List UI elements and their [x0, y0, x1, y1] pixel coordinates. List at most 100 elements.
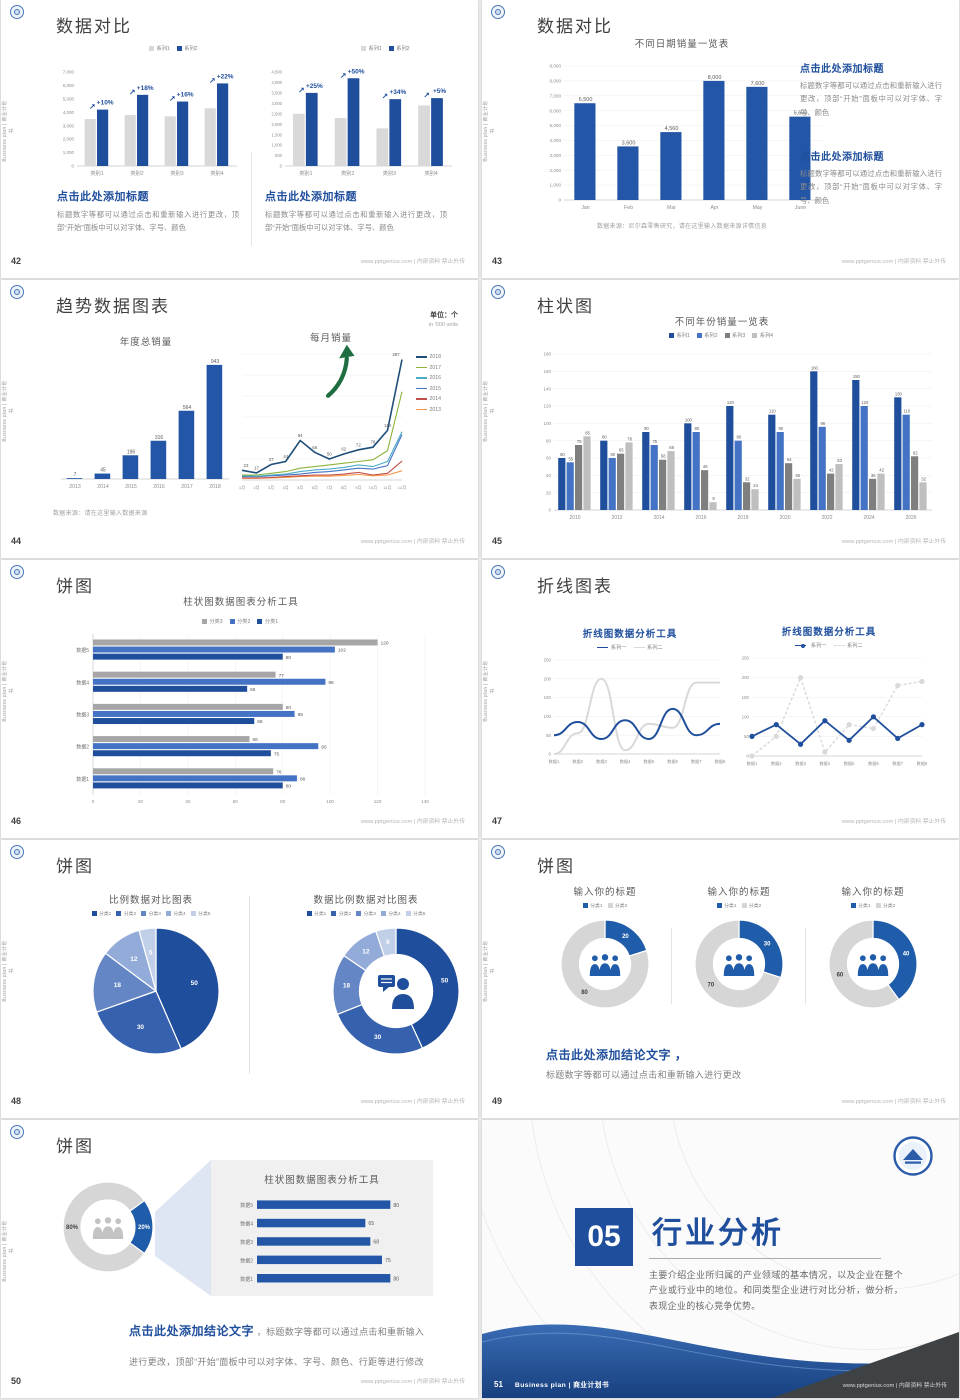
svg-text:78: 78: [627, 436, 632, 441]
svg-text:80: 80: [602, 435, 607, 440]
brand-text: Business plan | 商业计划书: [514, 1382, 610, 1389]
page-number: 50: [11, 1376, 22, 1386]
title-underline: [649, 1258, 881, 1259]
brand-logo-icon: [491, 845, 505, 859]
slide-50: Business plan | 商业计划书 饼图 20% 80% 柱状图数据图表分…: [1, 1120, 478, 1398]
chart-legend: 分类1 分类2: [813, 902, 933, 909]
divider: [249, 896, 250, 1074]
svg-text:100: 100: [543, 421, 551, 426]
svg-text:4,500: 4,500: [272, 70, 283, 75]
chart-title: 折线图数据分析工具: [781, 627, 877, 638]
chart-title: 输入你的标题: [841, 887, 905, 898]
sidebar-vertical-text: Business plan | 商业计划书: [2, 100, 15, 162]
wave-decoration: [482, 1324, 959, 1398]
svg-text:58: 58: [661, 454, 666, 459]
svg-text:60: 60: [560, 452, 565, 457]
chart-title: 输入你的标题: [573, 887, 637, 898]
chart-legend: 分类1 分类2: [679, 902, 799, 909]
brand-logo-icon: [10, 285, 24, 299]
page-title: 饼图: [56, 1137, 94, 1156]
conclusion-body: ，标题数字等都可以通过点击和重新输入进行更改，顶部“开始”面板中可以对字体、字号…: [129, 1327, 425, 1368]
page-number: 48: [11, 1096, 22, 1106]
sidebar-vertical-text: Business plan | 商业计划书: [2, 380, 15, 442]
page-number: 49: [492, 1096, 503, 1106]
svg-text:数据8: 数据8: [715, 758, 726, 765]
svg-text:数据7: 数据7: [892, 760, 903, 767]
svg-text:8,000: 8,000: [708, 75, 722, 81]
svg-text:3,600: 3,600: [622, 140, 636, 146]
sidebar-vertical-text: Business plan | 商业计划书: [2, 1220, 15, 1282]
bar-chart-right: 0 500 1,000 1,500 2,000 2,500 3,000 3,500 4,000 4…: [259, 56, 456, 178]
svg-text:120: 120: [381, 641, 389, 647]
svg-text:100: 100: [326, 799, 334, 804]
svg-text:45: 45: [100, 468, 106, 474]
svg-text:80: 80: [581, 990, 588, 996]
svg-text:500: 500: [275, 153, 283, 158]
svg-text:65: 65: [250, 687, 256, 693]
donut-chart: 40 60: [827, 918, 919, 1010]
svg-text:9,000: 9,000: [550, 64, 562, 69]
page-number: 44: [11, 536, 22, 546]
chart-title: 比例数据对比图表: [108, 895, 193, 906]
svg-text:8月: 8月: [341, 485, 347, 490]
svg-text:0: 0: [280, 164, 283, 169]
slide-footer: www.pptgenius.com | 内部资料 禁止外传: [841, 1099, 946, 1105]
slide-footer: www.pptgenius.com | 内部资料 禁止外传: [841, 259, 946, 265]
svg-text:80: 80: [393, 1203, 399, 1209]
conclusion-body: 标题数字等都可以通过点击和重新输入进行更改: [546, 1070, 742, 1080]
svg-text:66: 66: [312, 445, 317, 450]
section-title: 行业分析: [652, 1217, 784, 1250]
svg-text:5,000: 5,000: [63, 96, 75, 101]
unit-subtext: in '000 units: [428, 322, 458, 328]
svg-text:数据3: 数据3: [795, 760, 806, 767]
chart-title: 数据比例数据对比图表: [313, 895, 419, 906]
svg-text:+16%: +16%: [177, 92, 194, 99]
svg-text:75: 75: [652, 439, 657, 444]
svg-text:7月: 7月: [326, 485, 332, 490]
svg-text:7,000: 7,000: [550, 93, 562, 98]
svg-text:↗: ↗: [129, 88, 136, 97]
slide-footer: www.pptgenius.com | 内部资料 禁止外传: [360, 259, 465, 265]
svg-text:18: 18: [343, 983, 351, 990]
svg-text:数据5: 数据5: [76, 647, 89, 654]
smooth-line-chart: 0 50 100 150 200 250 数据1 数据2 数据3 数据4 数据5 数据6 数据7 数据8: [534, 654, 726, 766]
chart-title: 每月销量: [309, 333, 352, 344]
svg-text:80: 80: [286, 655, 292, 661]
svg-text:20: 20: [622, 934, 629, 940]
svg-text:2026: 2026: [905, 515, 916, 521]
marker-line-chart: 0 50 100 150 200 250 数据1 数据2 数据3 数据4 数据5 数据6 数据7 数据8: [732, 652, 928, 768]
chart-legend: 分类1 分类2 分类3 分类4 分类5: [56, 910, 246, 917]
svg-text:80: 80: [736, 435, 741, 440]
svg-text:32: 32: [921, 476, 926, 481]
svg-text:50: 50: [744, 734, 749, 739]
svg-text:55: 55: [568, 456, 573, 461]
svg-text:75: 75: [274, 751, 280, 757]
chart-panel: [211, 1160, 433, 1296]
page-title: 饼图: [56, 857, 94, 876]
svg-text:数据1: 数据1: [549, 758, 560, 765]
divider: [251, 152, 252, 246]
svg-text:80: 80: [280, 799, 286, 804]
svg-text:102: 102: [338, 648, 346, 654]
page-number: 43: [492, 256, 503, 266]
svg-text:86: 86: [300, 777, 306, 783]
svg-text:↗: ↗: [209, 76, 216, 85]
svg-text:78: 78: [370, 440, 375, 445]
svg-text:120: 120: [543, 404, 551, 409]
section-number-badge: 05: [575, 1208, 633, 1266]
svg-text:40: 40: [185, 799, 191, 804]
svg-text:150: 150: [742, 695, 750, 700]
block-heading: 点击此处添加标题: [800, 64, 884, 75]
slide-footer: www.pptgenius.com | 内部资料 禁止外传: [841, 539, 946, 545]
svg-text:0: 0: [558, 198, 561, 203]
page-number: 47: [492, 816, 503, 826]
svg-text:90: 90: [694, 426, 699, 431]
svg-text:316: 316: [155, 435, 164, 441]
donut-chart: 30 70: [693, 918, 785, 1010]
svg-text:0: 0: [92, 799, 95, 804]
svg-text:数据1: 数据1: [747, 760, 758, 767]
svg-text:12: 12: [362, 948, 370, 955]
conclusion-text: 点击此处添加结论文字 ，标题数字等都可以通过点击和重新输入进行更改，顶部“开始”…: [129, 1316, 431, 1377]
data-source-note: 数据来源：尼尔森零售研究，请在这里输入数据来源详情信息: [596, 224, 768, 230]
svg-text:6月: 6月: [312, 485, 318, 490]
